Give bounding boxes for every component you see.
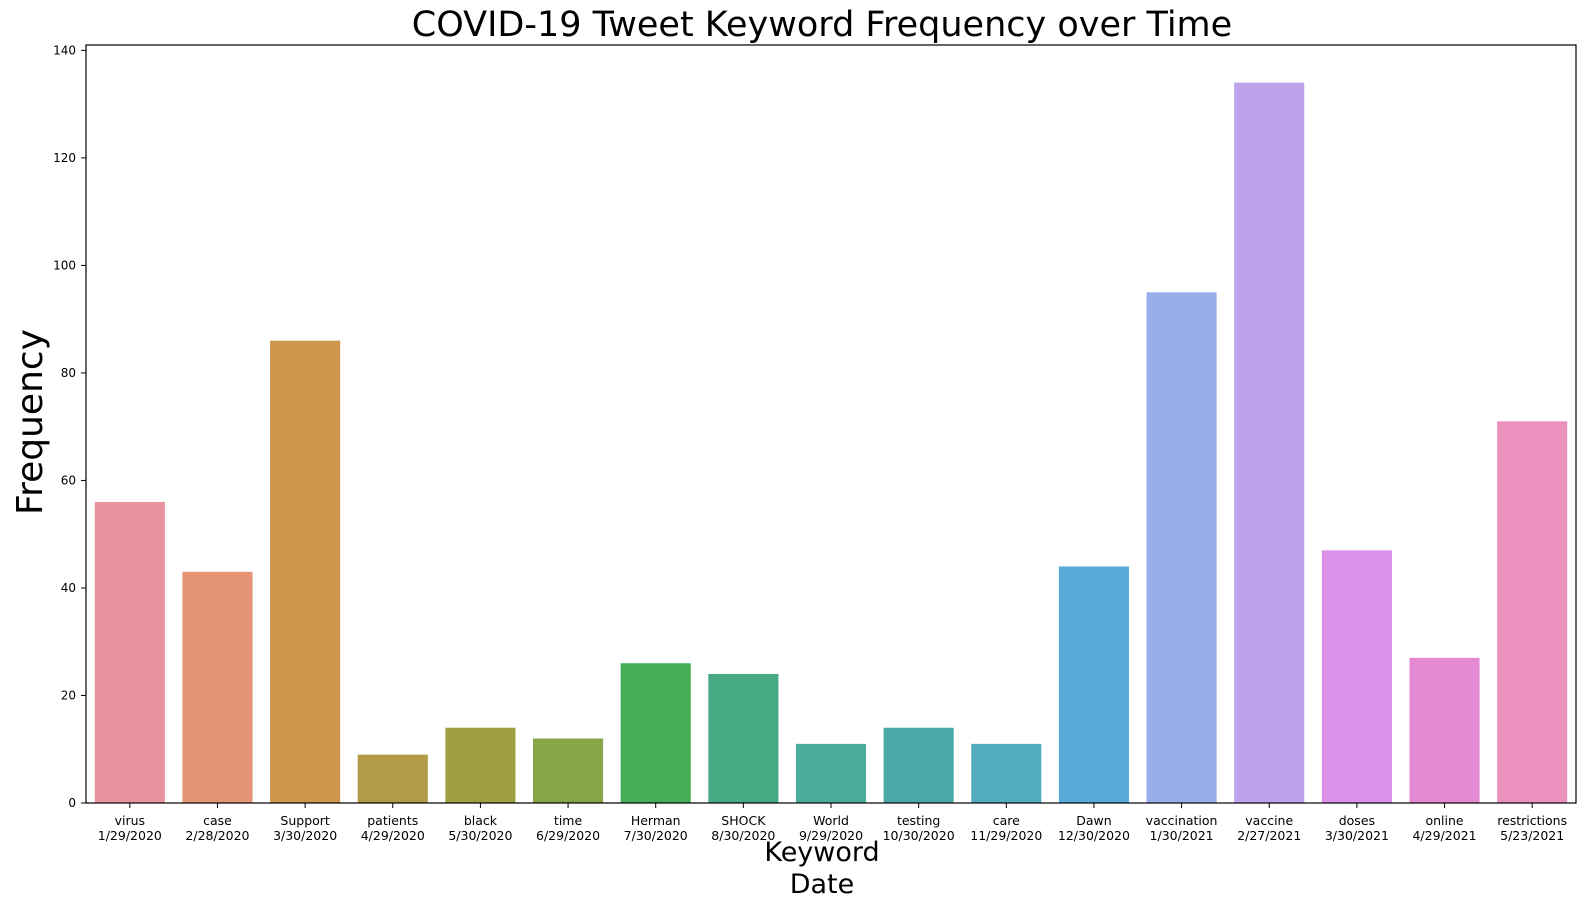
bar-doses [1321,550,1392,803]
plot-frame [85,44,1577,804]
y-tick-label: 120 [53,151,76,165]
x-tick-label-date: 1/29/2020 [98,828,162,843]
x-axis-ticks: virus1/29/2020case2/28/2020Support3/30/2… [98,803,1567,843]
bar-patients [357,754,428,803]
x-tick-label-date: 4/29/2021 [1412,828,1476,843]
x-tick-label-keyword: vaccine [1245,813,1293,828]
x-tick-label-date: 5/23/2021 [1500,828,1564,843]
x-tick-label-date: 3/30/2021 [1325,828,1389,843]
bar-virus [94,501,165,803]
x-tick-label-keyword: virus [115,813,145,828]
x-tick-label-keyword: care [993,813,1020,828]
y-axis-label: Frequency [10,329,51,515]
x-tick-label-keyword: World [813,813,849,828]
x-tick-label-keyword: online [1425,813,1463,828]
y-tick-label: 20 [61,688,76,702]
y-tick-label: 100 [53,258,76,272]
y-axis-ticks: 0 20 40 60 80 100 120 140 [53,43,86,810]
x-tick-label-keyword: patients [367,813,418,828]
x-tick-label-keyword: case [203,813,232,828]
bar-testing [883,727,954,803]
x-tick-label-date: 2/28/2020 [185,828,249,843]
y-tick-label: 80 [61,366,76,380]
bar-support [270,340,341,803]
bar-shock [708,673,779,803]
x-tick-label-date: 2/27/2021 [1237,828,1301,843]
x-tick-label-keyword: black [464,813,498,828]
x-tick-label-keyword: time [554,813,583,828]
x-tick-label-date: 10/30/2020 [883,828,955,843]
bar-black [445,727,516,803]
x-tick-label-date: 12/30/2020 [1058,828,1130,843]
bar-time [533,738,604,803]
x-axis-label-date: Date [790,869,855,900]
bar-herman [620,663,691,803]
bar-case [182,571,253,803]
x-tick-label-keyword: Support [280,813,330,828]
x-tick-label-date: 4/29/2020 [361,828,425,843]
x-axis-label-keyword: Keyword [764,837,879,868]
y-tick-label: 140 [53,43,76,57]
y-tick-label: 0 [68,796,76,810]
y-tick-label: 60 [61,473,76,487]
bar-dawn [1058,566,1129,803]
bar-vaccination [1146,292,1217,803]
x-tick-label-date: 3/30/2020 [273,828,337,843]
x-tick-label-keyword: Dawn [1076,813,1111,828]
bar-care [971,743,1042,803]
bar-online [1409,657,1480,803]
bar-vaccine [1234,82,1305,803]
x-tick-label-keyword: doses [1339,813,1375,828]
x-tick-label-date: 1/30/2021 [1150,828,1214,843]
bar-world [795,743,867,803]
x-tick-label-date: 6/29/2020 [536,828,600,843]
x-tick-label-keyword: vaccination [1146,813,1218,828]
x-tick-label-keyword: testing [897,813,940,828]
x-tick-label-keyword: restrictions [1497,813,1567,828]
x-tick-label-date: 9/29/2020 [799,828,863,843]
chart-title: COVID-19 Tweet Keyword Frequency over Ti… [412,5,1232,45]
bar-restrictions [1497,421,1568,803]
x-tick-label-keyword: Herman [631,813,681,828]
x-tick-label-date: 5/30/2020 [448,828,512,843]
x-tick-label-keyword: SHOCK [721,813,766,828]
x-tick-label-date: 8/30/2020 [711,828,775,843]
y-tick-label: 40 [61,581,76,595]
bars-group [94,82,1568,803]
x-tick-label-date: 11/29/2020 [970,828,1042,843]
x-tick-label-date: 7/30/2020 [624,828,688,843]
